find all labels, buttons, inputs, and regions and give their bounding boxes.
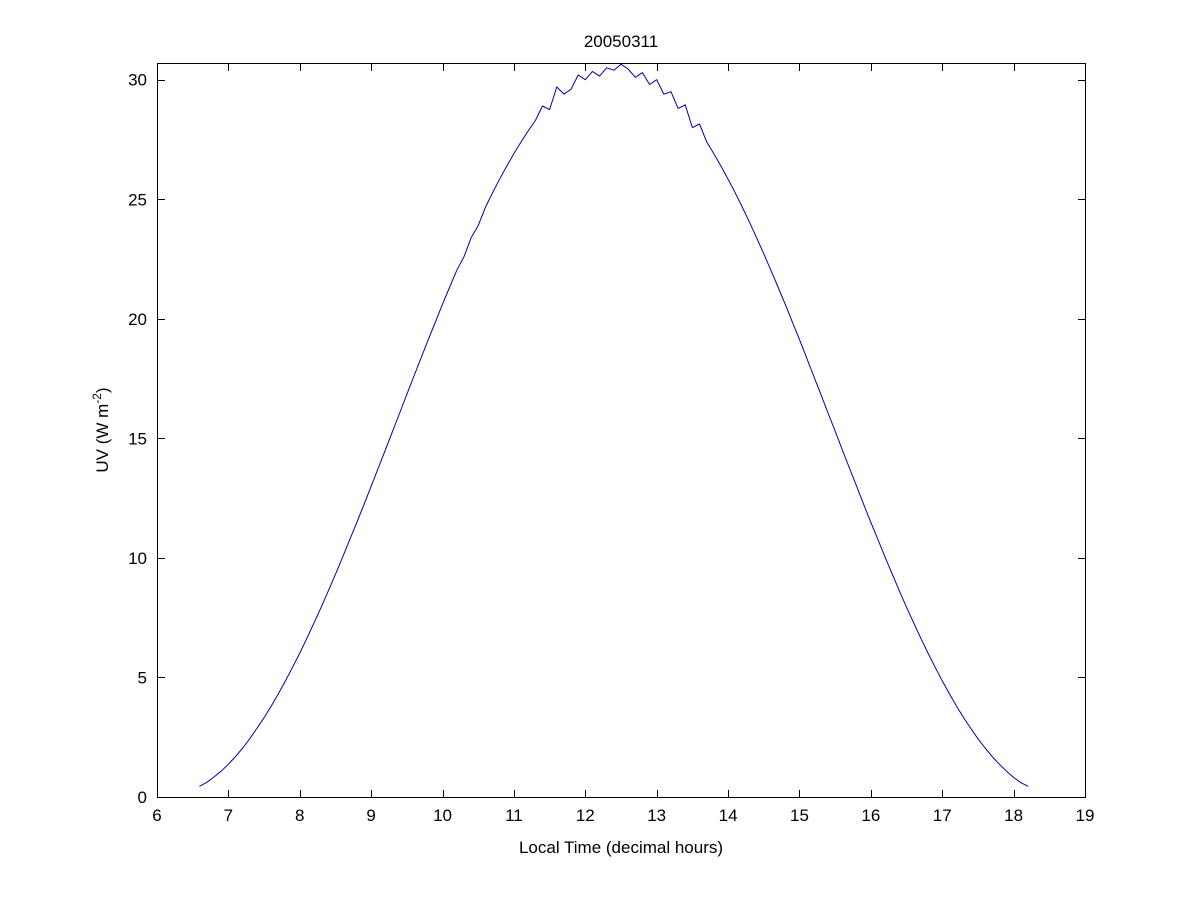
x-tick-label: 11 bbox=[505, 806, 523, 825]
y-tick-label: 5 bbox=[138, 668, 147, 687]
y-tick-label: 25 bbox=[128, 190, 147, 209]
y-tick-label: 10 bbox=[128, 549, 147, 568]
y-axis-label-superscript: -2 bbox=[90, 393, 105, 404]
y-axis-label-text: UV (W m bbox=[92, 403, 112, 473]
chart-title: 20050311 bbox=[583, 32, 659, 51]
y-axis-label: UV (W m-2) bbox=[87, 387, 113, 472]
x-tick-label: 10 bbox=[433, 806, 452, 825]
x-tick-label: 19 bbox=[1076, 806, 1095, 825]
axis-box bbox=[157, 63, 1086, 798]
x-tick-label: 18 bbox=[1004, 806, 1023, 825]
x-tick-label: 12 bbox=[576, 806, 595, 825]
y-axis-label-suffix: ) bbox=[92, 387, 112, 394]
x-tick-label: 13 bbox=[647, 806, 666, 825]
y-tick-label: 30 bbox=[128, 71, 147, 90]
x-tick-label: 7 bbox=[224, 806, 233, 825]
x-tick-label: 14 bbox=[719, 806, 738, 825]
y-tick-label: 0 bbox=[138, 788, 147, 807]
x-tick-label: 9 bbox=[366, 806, 375, 825]
y-tick-label: 15 bbox=[128, 429, 147, 448]
x-axis-label: Local Time (decimal hours) bbox=[518, 838, 724, 857]
x-tick-label: 17 bbox=[933, 806, 952, 825]
x-tick-label: 8 bbox=[295, 806, 304, 825]
y-tick-label: 20 bbox=[128, 310, 147, 329]
uv-data-line bbox=[199, 63, 1029, 787]
x-tick-label: 15 bbox=[790, 806, 809, 825]
x-tick-label: 16 bbox=[861, 806, 880, 825]
x-tick-label: 6 bbox=[152, 806, 161, 825]
